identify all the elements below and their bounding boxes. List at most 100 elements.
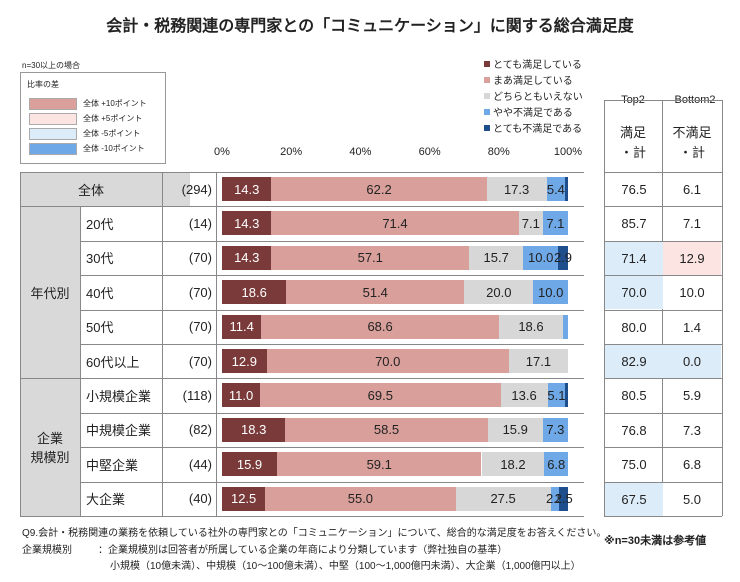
row-label: 40代 bbox=[86, 285, 114, 301]
series-legend-swatch bbox=[484, 60, 490, 67]
top2-value: 85.7 bbox=[621, 216, 647, 232]
bar-segment: 15.7 bbox=[469, 245, 524, 270]
bar-segment: 57.1 bbox=[271, 245, 470, 270]
bottom2-value: 12.9 bbox=[663, 241, 721, 275]
row-n: (70) bbox=[188, 284, 212, 300]
bar-segment bbox=[565, 177, 568, 201]
top2-value: 80.0 bbox=[621, 319, 647, 335]
bar-segment: 10.0 bbox=[523, 245, 558, 270]
top2-sub2: ・計 bbox=[619, 145, 646, 160]
row-label: 20代 bbox=[86, 217, 114, 233]
n-divider bbox=[162, 172, 163, 516]
bar-segment: 18.3 bbox=[222, 417, 286, 442]
bar-segment: 2.5 bbox=[555, 486, 573, 511]
summary-border-right bbox=[722, 100, 723, 516]
row-divider bbox=[20, 378, 584, 380]
group-label-line: 企業 bbox=[36, 431, 63, 447]
row-n: (40) bbox=[188, 491, 212, 507]
scale-label: 企業規模別 bbox=[22, 545, 72, 556]
row-divider bbox=[20, 516, 584, 517]
top2-value: 71.4 bbox=[605, 241, 663, 275]
row-n: (70) bbox=[188, 353, 212, 369]
top2-value: 75.0 bbox=[621, 457, 647, 473]
bottom2-value: 1.4 bbox=[682, 319, 702, 335]
bar-segment: 58.5 bbox=[285, 417, 488, 442]
series-legend-item: どちらともいえない bbox=[484, 88, 583, 103]
bottom2-value: 0.0 bbox=[663, 345, 721, 378]
row-divider bbox=[80, 344, 584, 345]
series-legend-item: まあ満足している bbox=[484, 72, 573, 87]
group-label-company-size: 企業 規模別 bbox=[20, 378, 80, 516]
bar-segment: 6.8 bbox=[544, 452, 568, 477]
row-label: 中堅企業 bbox=[86, 457, 139, 473]
bar-segment: 5.1 bbox=[547, 383, 565, 408]
bar-segment: 11.4 bbox=[222, 314, 262, 339]
bottom2-value: 7.1 bbox=[682, 216, 702, 232]
row-n: (44) bbox=[188, 456, 212, 472]
bar-segment: 7.3 bbox=[542, 417, 568, 442]
row-label: 大企業 bbox=[86, 492, 126, 508]
bar-segment: 62.2 bbox=[271, 177, 487, 201]
bar-segment: 14.3 bbox=[222, 177, 272, 201]
series-legend-label: やや不満足である bbox=[493, 108, 573, 119]
difference-legend-label: 全体 -10ポイント bbox=[83, 144, 145, 153]
series-legend-swatch bbox=[484, 76, 490, 83]
series-legend-swatch bbox=[484, 108, 490, 115]
group-label-cell bbox=[20, 206, 80, 379]
question-note: Q9.会計・税務関連の業務を依頼している社外の専門家との「コミュニケーション」に… bbox=[22, 528, 607, 539]
x-tick-label: 100% bbox=[553, 146, 583, 158]
bottom2-value: 7.3 bbox=[682, 422, 702, 438]
row-label: 全体 bbox=[77, 182, 104, 198]
series-legend-label: とても満足している bbox=[493, 60, 582, 71]
difference-legend-swatch bbox=[29, 127, 77, 140]
group-label-cell bbox=[20, 378, 80, 516]
difference-legend-item: 全体 +10ポイント bbox=[29, 97, 169, 110]
bottom2-value: 6.8 bbox=[682, 457, 702, 473]
top2-value: 67.5 bbox=[605, 482, 663, 516]
row-n: (82) bbox=[188, 422, 212, 438]
difference-legend-swatch bbox=[29, 112, 77, 125]
bar-segment: 27.5 bbox=[455, 486, 551, 511]
reference-note: ※n=30未満は参考値 bbox=[604, 535, 707, 547]
difference-legend-label: 全体 +10ポイント bbox=[83, 99, 147, 108]
difference-legend-label: 全体 +5ポイント bbox=[83, 114, 143, 123]
summary-row-divider bbox=[604, 344, 722, 345]
bar-segment: 15.9 bbox=[222, 452, 277, 477]
series-legend-label: どちらともいえない bbox=[493, 92, 583, 103]
bar-segment bbox=[563, 314, 568, 339]
summary-row-divider bbox=[604, 275, 722, 277]
x-tick-label: 80% bbox=[487, 146, 510, 158]
table-border-left bbox=[20, 172, 21, 516]
bar-segment: 7.1 bbox=[518, 211, 544, 236]
bar-area-divider bbox=[216, 172, 217, 516]
series-legend-label: とても不満足である bbox=[493, 124, 583, 135]
bar-segment: 5.4 bbox=[546, 177, 566, 201]
difference-legend-label: 全体 -5ポイント bbox=[83, 129, 141, 138]
summary-row-divider bbox=[604, 516, 722, 517]
bar-segment: 18.6 bbox=[222, 280, 287, 305]
series-legend-item: やや不満足である bbox=[484, 104, 573, 119]
row-divider bbox=[80, 240, 584, 242]
row-divider bbox=[80, 447, 584, 449]
difference-legend-title: 比率の差 bbox=[27, 80, 59, 89]
bar-segment: 51.4 bbox=[286, 280, 465, 305]
bar-segment: 13.6 bbox=[500, 383, 548, 408]
row-divider bbox=[80, 309, 584, 311]
bar-segment: 18.2 bbox=[481, 452, 545, 477]
bar-segment: 12.9 bbox=[222, 349, 267, 373]
x-tick-label: 20% bbox=[280, 146, 303, 158]
bar-segment: 7.1 bbox=[543, 211, 568, 236]
bar-segment: 70.0 bbox=[266, 349, 509, 373]
top2-value: 76.8 bbox=[621, 422, 647, 438]
difference-legend: 比率の差 全体 +10ポイント 全体 +5ポイント 全体 -5ポイント 全体 -10ポ… bbox=[20, 72, 166, 164]
bar-segment: 2.9 bbox=[554, 245, 572, 270]
bottom2-value: 6.1 bbox=[682, 182, 702, 197]
group-label-age: 年代別 bbox=[30, 285, 70, 301]
bar-segment: 68.6 bbox=[261, 314, 499, 339]
total-row-label-cell bbox=[20, 172, 190, 207]
summary-row-divider bbox=[604, 412, 722, 414]
group-divider bbox=[80, 206, 81, 516]
summary-row-divider bbox=[604, 481, 722, 483]
bar-segment: 18.6 bbox=[498, 314, 564, 339]
summary-row-divider bbox=[604, 447, 722, 449]
